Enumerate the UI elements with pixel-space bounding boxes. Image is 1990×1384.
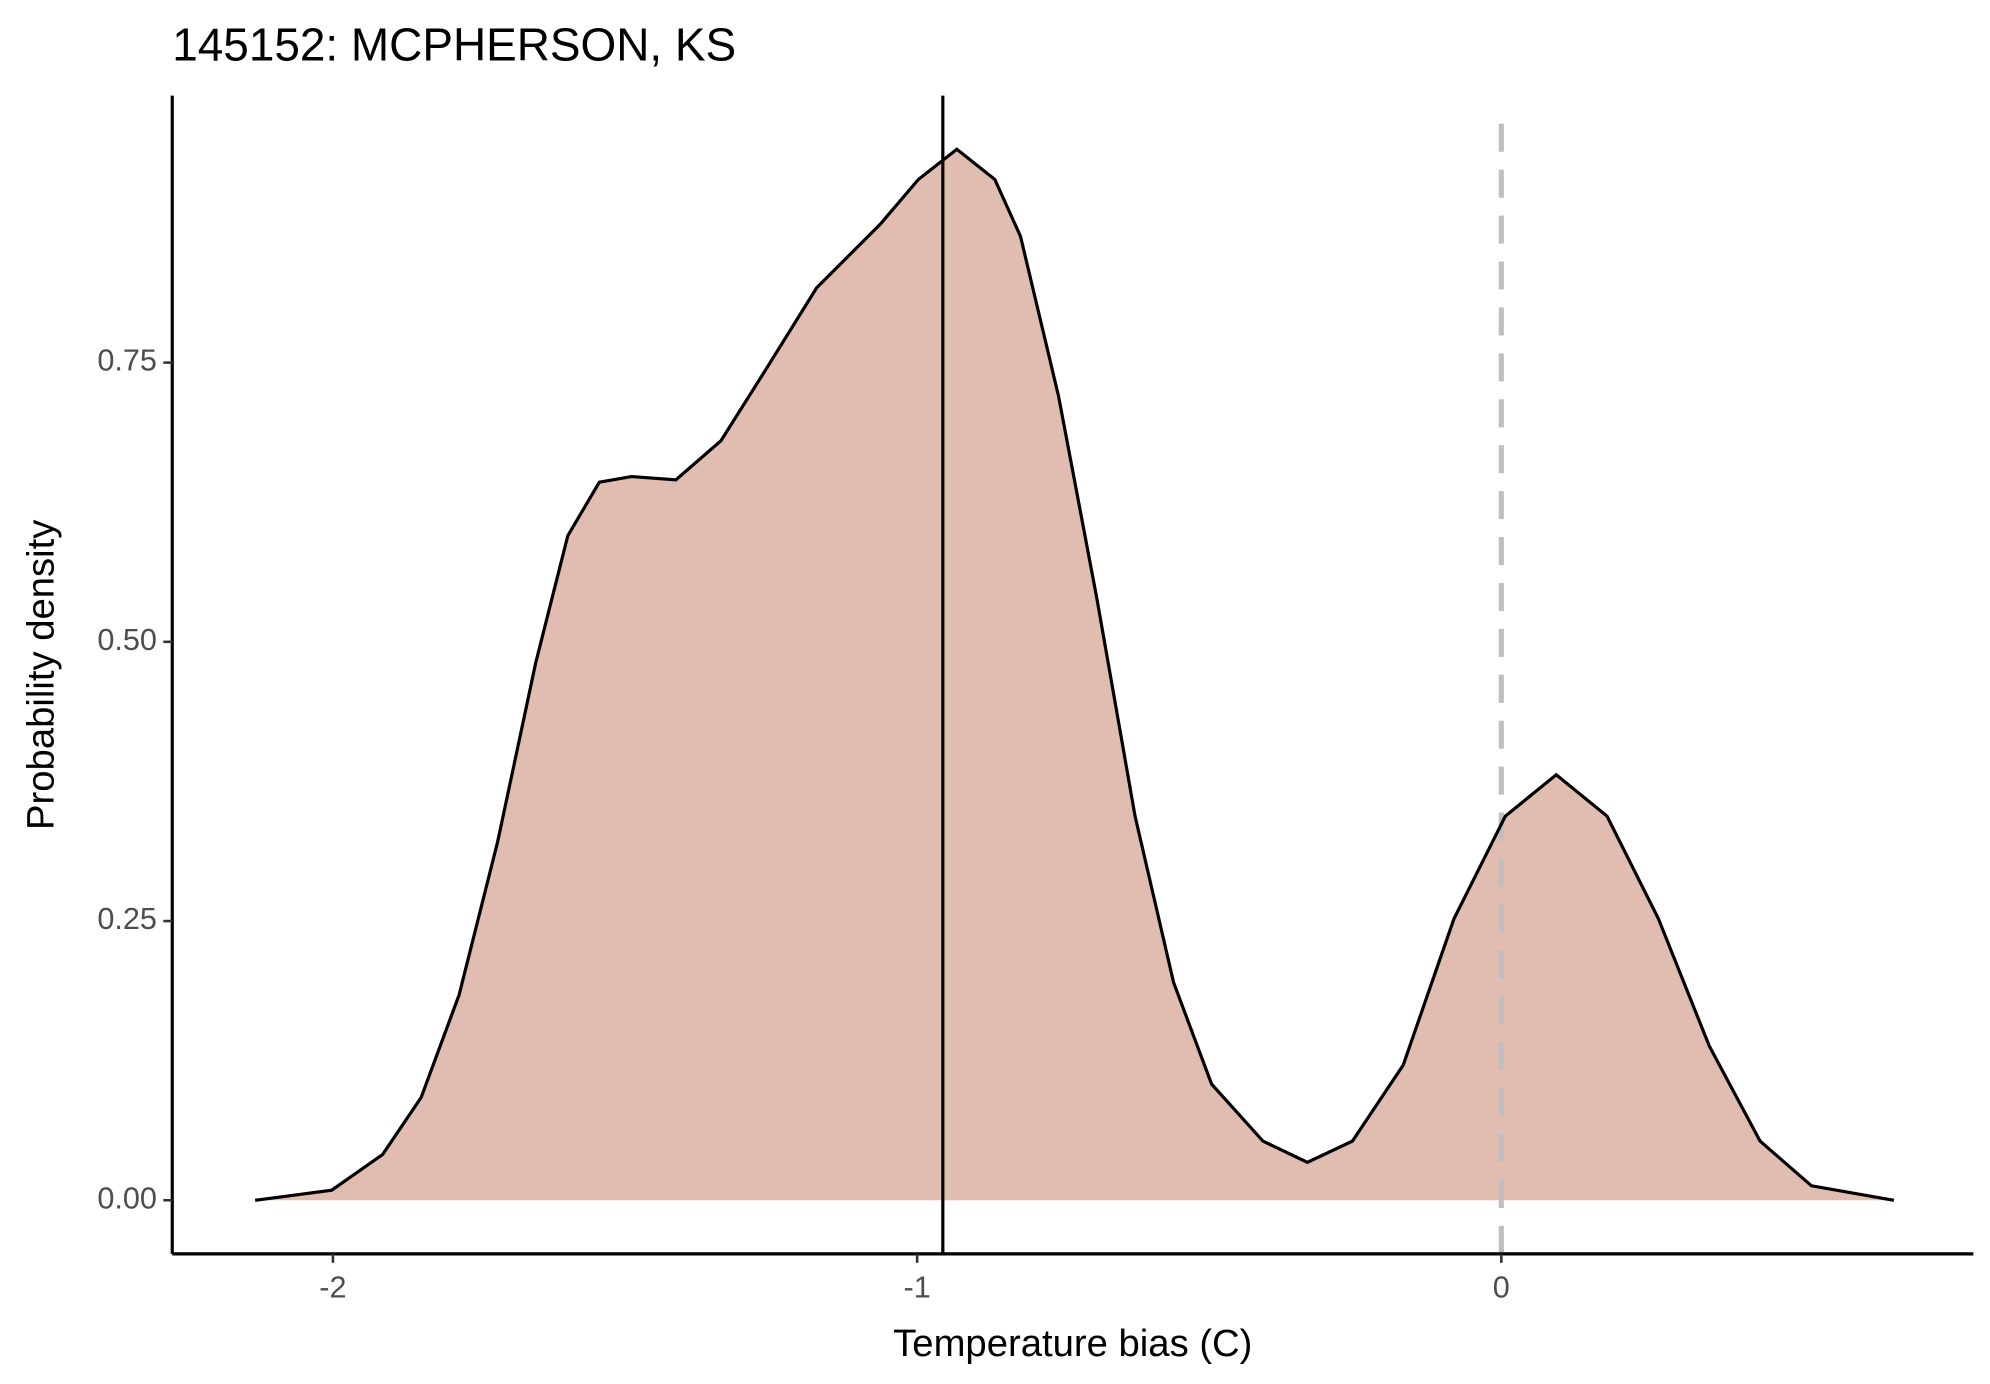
x-tick-label: 0 [1493, 1271, 1510, 1305]
y-axis-label: Probability density [20, 519, 63, 830]
x-axis-label: Temperature bias (C) [893, 1322, 1252, 1365]
chart-title: 145152: MCPHERSON, KS [172, 19, 736, 71]
y-tick-label: 0.00 [97, 1181, 157, 1215]
y-tick-label: 0.50 [97, 623, 157, 657]
density-area [255, 149, 1894, 1201]
density-line [254, 147, 1895, 1202]
y-tick-label: 0.25 [97, 902, 157, 936]
x-tick-label: -2 [319, 1271, 346, 1305]
x-tick-label: -1 [904, 1271, 931, 1305]
y-tick-label: 0.75 [97, 344, 157, 378]
